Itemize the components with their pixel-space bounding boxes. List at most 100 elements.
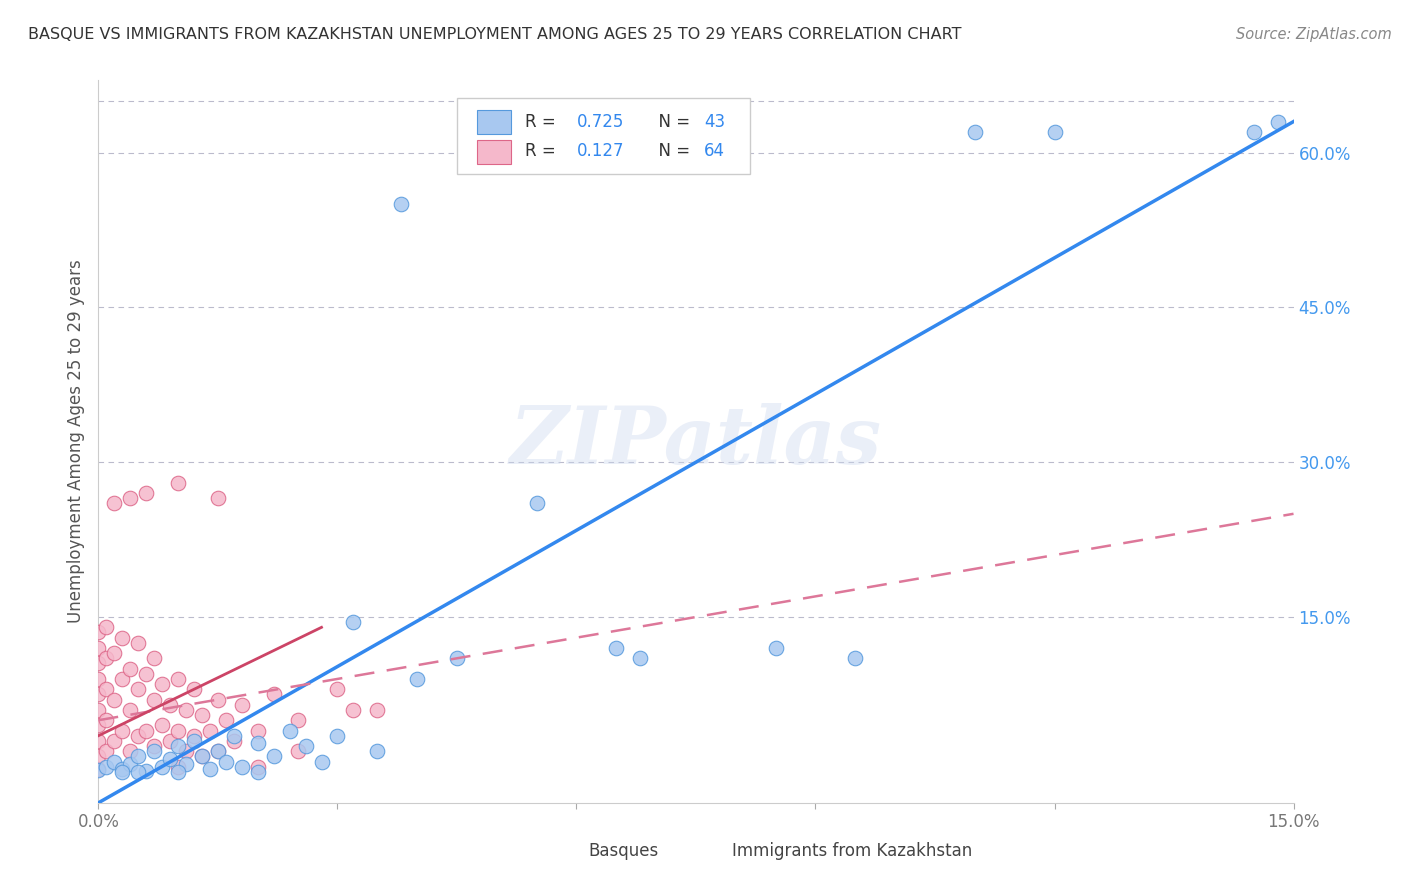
Point — [96, 682, 118, 697]
Point — [111, 764, 134, 779]
FancyBboxPatch shape — [553, 842, 579, 861]
Point — [127, 764, 149, 779]
Point — [231, 760, 253, 774]
Point — [87, 625, 110, 640]
Point — [87, 687, 110, 701]
Point — [111, 762, 134, 776]
Point — [191, 749, 214, 764]
Point — [191, 749, 214, 764]
Point — [103, 734, 125, 748]
Point — [342, 703, 364, 717]
Text: R =: R = — [524, 113, 561, 131]
Point — [183, 729, 205, 743]
Text: R =: R = — [524, 143, 561, 161]
Point — [87, 734, 110, 748]
Point — [120, 756, 142, 771]
Point — [96, 620, 118, 634]
Point — [167, 475, 190, 490]
Point — [127, 749, 149, 764]
Point — [159, 752, 181, 766]
Point — [246, 723, 269, 738]
Point — [963, 125, 986, 139]
Point — [207, 744, 229, 758]
Point — [135, 666, 157, 681]
Point — [215, 713, 238, 727]
Point — [87, 749, 110, 764]
Point — [191, 708, 214, 723]
Text: 43: 43 — [704, 113, 725, 131]
Point — [526, 496, 548, 510]
Point — [389, 197, 412, 211]
Point — [174, 744, 197, 758]
Point — [207, 491, 229, 506]
Point — [174, 756, 197, 771]
Point — [143, 692, 166, 706]
Point — [87, 703, 110, 717]
Text: Source: ZipAtlas.com: Source: ZipAtlas.com — [1236, 27, 1392, 42]
Point — [103, 755, 125, 769]
Point — [198, 723, 221, 738]
Y-axis label: Unemployment Among Ages 25 to 29 years: Unemployment Among Ages 25 to 29 years — [66, 260, 84, 624]
Point — [231, 698, 253, 712]
Point — [96, 651, 118, 665]
Point — [87, 762, 110, 776]
Point — [1243, 125, 1265, 139]
Point — [150, 677, 173, 691]
Point — [120, 703, 142, 717]
Point — [111, 723, 134, 738]
Point — [263, 749, 285, 764]
Point — [342, 615, 364, 630]
Point — [198, 762, 221, 776]
Point — [87, 763, 110, 777]
Point — [167, 672, 190, 686]
Point — [326, 682, 349, 697]
Point — [87, 672, 110, 686]
Point — [311, 755, 333, 769]
Point — [246, 760, 269, 774]
Text: 0.725: 0.725 — [576, 113, 624, 131]
Point — [120, 662, 142, 676]
Point — [765, 640, 787, 655]
Point — [135, 723, 157, 738]
FancyBboxPatch shape — [477, 110, 510, 134]
Text: ZIPatlas: ZIPatlas — [510, 403, 882, 480]
Point — [183, 734, 205, 748]
Point — [1267, 114, 1289, 128]
Point — [167, 739, 190, 753]
Point — [605, 640, 627, 655]
Text: 0.127: 0.127 — [576, 143, 624, 161]
Point — [103, 646, 125, 660]
Point — [111, 631, 134, 645]
Text: 64: 64 — [704, 143, 725, 161]
Point — [120, 491, 142, 506]
Point — [222, 729, 245, 743]
Point — [366, 744, 388, 758]
Point — [159, 698, 181, 712]
Point — [87, 718, 110, 732]
Point — [246, 736, 269, 750]
Point — [103, 496, 125, 510]
FancyBboxPatch shape — [457, 98, 749, 174]
Point — [96, 760, 118, 774]
Point — [207, 692, 229, 706]
Point — [246, 764, 269, 779]
Point — [111, 672, 134, 686]
Point — [143, 739, 166, 753]
Point — [135, 486, 157, 500]
Point — [287, 713, 309, 727]
Point — [103, 692, 125, 706]
Point — [150, 718, 173, 732]
Point — [1043, 125, 1066, 139]
Point — [150, 760, 173, 774]
Point — [207, 744, 229, 758]
Point — [844, 651, 866, 665]
Text: N =: N = — [648, 113, 696, 131]
Point — [167, 760, 190, 774]
Point — [96, 744, 118, 758]
Point — [167, 764, 190, 779]
FancyBboxPatch shape — [696, 842, 723, 861]
Point — [96, 713, 118, 727]
Point — [366, 703, 388, 717]
Point — [628, 651, 651, 665]
Text: BASQUE VS IMMIGRANTS FROM KAZAKHSTAN UNEMPLOYMENT AMONG AGES 25 TO 29 YEARS CORR: BASQUE VS IMMIGRANTS FROM KAZAKHSTAN UNE… — [28, 27, 962, 42]
